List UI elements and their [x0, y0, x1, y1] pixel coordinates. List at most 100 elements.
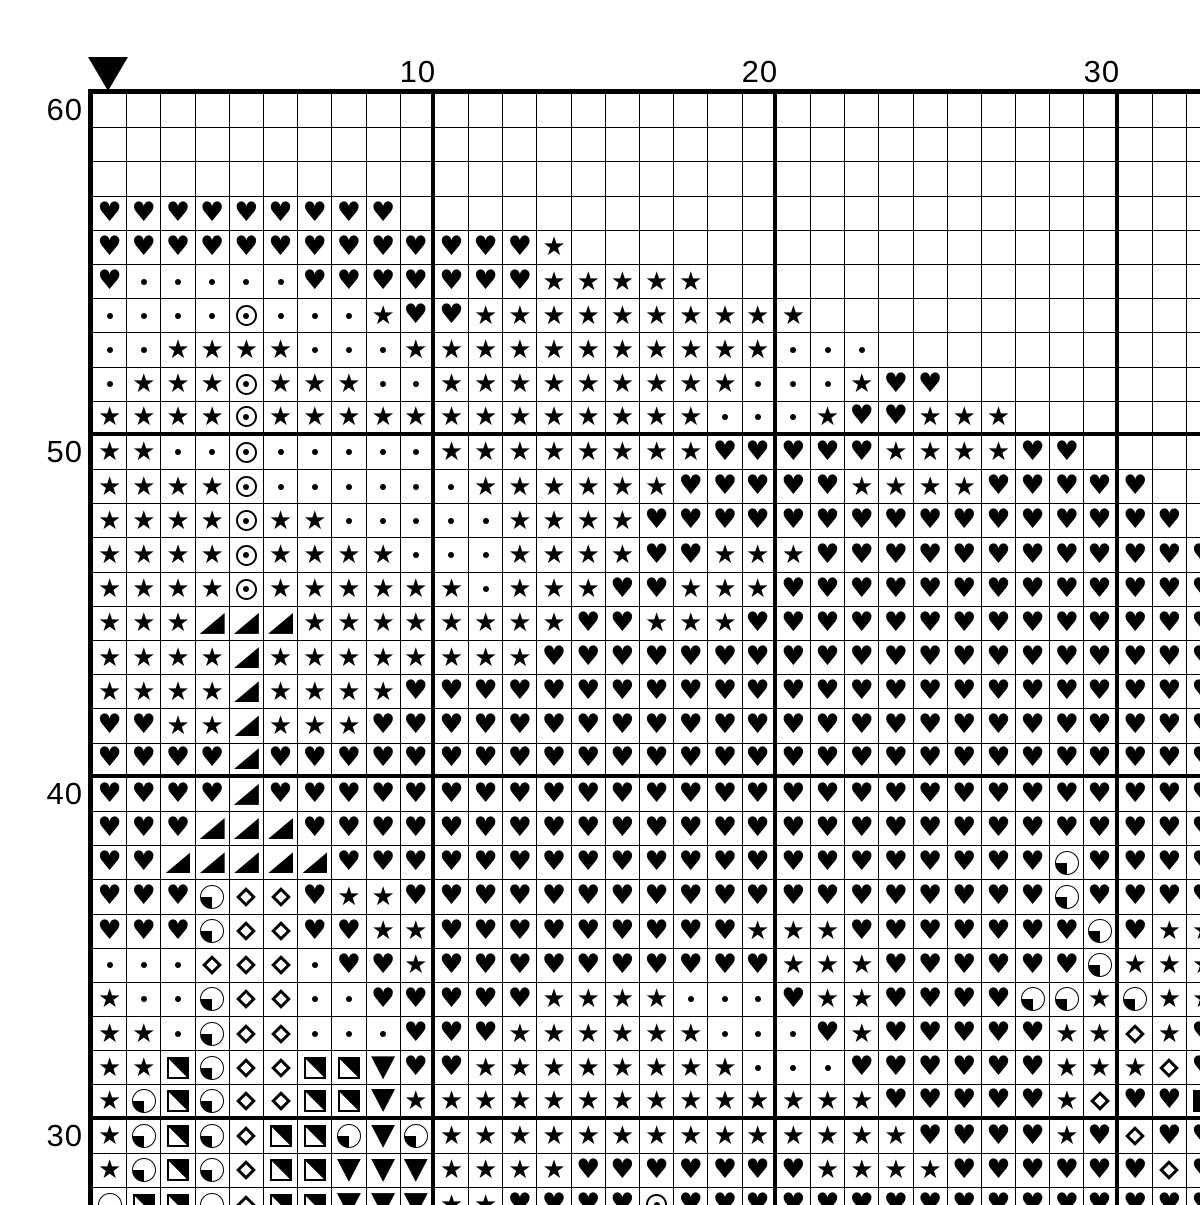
grid-cell: ♥ — [1118, 811, 1153, 847]
grid-cell: ★ — [605, 435, 640, 471]
grid-cell: ★ — [571, 367, 606, 402]
grid-cell: ♥ — [810, 675, 846, 710]
grid-cell: ♥ — [298, 880, 333, 915]
heart-icon: ♥ — [781, 641, 806, 673]
star-icon: ★ — [610, 505, 635, 536]
grid-cell — [229, 367, 264, 402]
grid-cell: ★ — [640, 1119, 675, 1154]
grid-cell: ♥ — [537, 1188, 572, 1205]
grid-cell — [1016, 333, 1051, 368]
star-icon: ★ — [542, 608, 566, 639]
grid-cell — [161, 435, 196, 471]
grid-cell — [195, 1153, 230, 1188]
grid-cell: ♥ — [742, 811, 777, 847]
grid-cell — [366, 1153, 401, 1188]
grid-cell: ★ — [332, 367, 367, 402]
grid-cell: ★ — [469, 1085, 504, 1120]
grid-cell — [1050, 333, 1085, 368]
grid-cell: ♥ — [93, 264, 128, 300]
heart-icon: ♥ — [541, 1188, 567, 1205]
open-diamond-icon — [236, 989, 257, 1010]
grid-cell: ♥ — [503, 982, 538, 1018]
heart-icon: ♥ — [1157, 1188, 1182, 1205]
grid-cell: ♥ — [742, 743, 777, 778]
grid-cell: ★ — [195, 538, 230, 573]
grid-cell: ♥ — [981, 1153, 1017, 1188]
heart-icon: ♥ — [883, 742, 909, 774]
solid-down-triangle-icon — [403, 1158, 428, 1182]
heart-icon: ♥ — [745, 948, 770, 980]
grid-cell: ♥ — [776, 675, 811, 710]
heart-icon: ♥ — [439, 675, 464, 707]
grid-cell — [434, 470, 470, 505]
heart-icon: ♥ — [268, 742, 293, 774]
heart-icon: ♥ — [131, 812, 156, 844]
grid-cell: ♥ — [332, 846, 367, 881]
grid-cell: ♥ — [127, 846, 162, 881]
grid-cell: ♥ — [366, 196, 401, 231]
star-icon: ★ — [97, 984, 122, 1015]
grid-cell: ★ — [195, 401, 230, 436]
grid-cell: ♥ — [708, 435, 743, 471]
grid-cell: ♥ — [674, 948, 709, 983]
grid-cell: ♥ — [640, 880, 675, 915]
grid-cell — [1118, 264, 1153, 300]
grid-cell: ♥ — [879, 948, 914, 983]
heart-icon: ♥ — [644, 572, 669, 604]
grid-cell: ★ — [93, 470, 128, 505]
grid-cell: ★ — [674, 435, 709, 471]
open-diamond-icon — [1159, 1057, 1180, 1078]
grid-cell — [229, 709, 264, 744]
star-icon: ★ — [850, 1121, 874, 1152]
star-icon: ★ — [268, 540, 293, 571]
star-icon: ★ — [303, 608, 327, 639]
heart-icon: ♥ — [1123, 914, 1148, 946]
grid-cell — [229, 128, 264, 163]
heart-icon: ♥ — [849, 675, 874, 707]
grid-cell: ♥ — [1084, 880, 1119, 915]
grid-cell: ★ — [571, 264, 606, 300]
heart-icon: ♥ — [576, 777, 601, 809]
grid-cell: ♥ — [810, 811, 846, 847]
grid-cell — [1118, 128, 1153, 163]
star-icon: ★ — [508, 505, 532, 536]
grid-cell: ♥ — [161, 777, 196, 812]
grid-cell — [298, 1051, 333, 1086]
heart-icon: ♥ — [1054, 812, 1079, 844]
grid-cell — [332, 1051, 367, 1086]
grid-cell: ★ — [503, 538, 538, 573]
star-icon: ★ — [404, 950, 428, 981]
grid-cell: ♥ — [879, 367, 914, 402]
grid-cell — [879, 196, 914, 231]
grid-cell: ★ — [605, 333, 640, 368]
grid-cell: ♥ — [708, 1188, 743, 1205]
small-dot-icon — [174, 312, 181, 319]
grid-cell — [1187, 128, 1200, 163]
square-upper-right-half-black-icon — [166, 1089, 189, 1112]
grid-cell: ♥ — [913, 1051, 948, 1086]
star-icon: ★ — [542, 1085, 566, 1116]
heart-icon: ♥ — [1020, 777, 1045, 809]
grid-cell: ★ — [503, 1085, 538, 1120]
grid-cell: ♥ — [1187, 1051, 1200, 1086]
grid-cell — [913, 230, 948, 265]
star-icon: ★ — [576, 300, 600, 331]
small-dot-icon — [448, 483, 455, 490]
heart-icon: ♥ — [576, 709, 601, 741]
grid-cell — [229, 811, 264, 847]
grid-cell: ♥ — [981, 675, 1017, 710]
star-icon: ★ — [884, 437, 908, 468]
grid-cell: ★ — [469, 1153, 504, 1188]
circled-dot-icon — [235, 544, 257, 566]
heart-icon: ♥ — [815, 880, 840, 912]
grid-cell: ★ — [742, 333, 777, 368]
heart-icon: ♥ — [165, 880, 191, 912]
heart-icon: ♥ — [1123, 1188, 1148, 1205]
grid-cell: ♥ — [469, 675, 504, 710]
grid-cell: ♥ — [503, 264, 538, 300]
grid-cell: ♥ — [776, 743, 811, 778]
grid-cell: ★ — [161, 367, 196, 402]
heart-icon: ♥ — [678, 470, 703, 502]
grid-cell: ★ — [981, 435, 1017, 471]
grid-cell: ★ — [366, 914, 401, 949]
